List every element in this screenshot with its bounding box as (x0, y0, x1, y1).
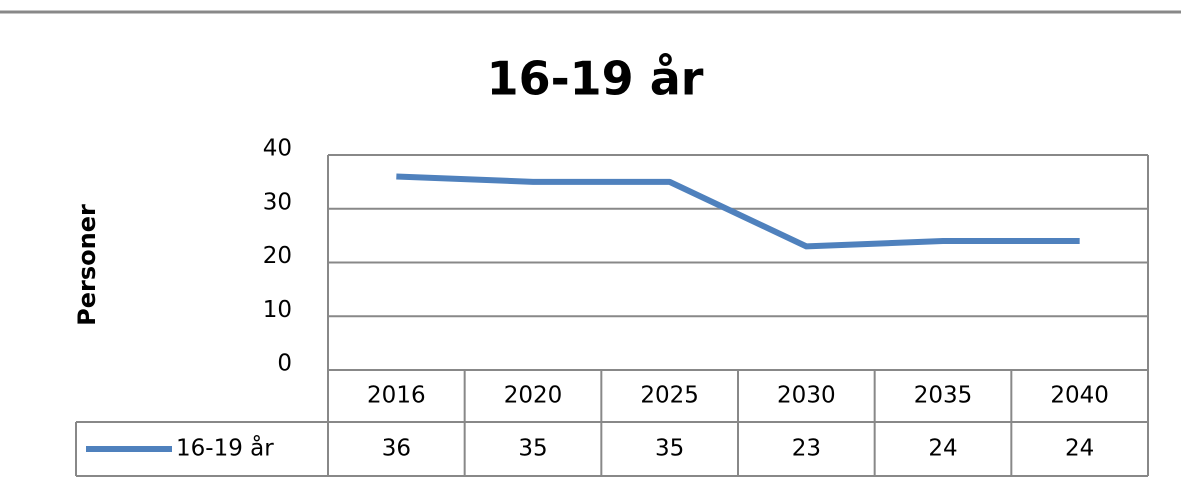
x-tick-label: 2030 (777, 383, 836, 409)
series-line (396, 173, 1080, 250)
x-tick-label: 2040 (1050, 383, 1109, 409)
chart-title: 16-19 år (487, 52, 704, 106)
y-tick-label: 30 (263, 189, 292, 215)
table-value: 35 (655, 436, 684, 462)
y-tick-label: 20 (263, 243, 292, 269)
y-tick-label: 10 (263, 297, 292, 323)
x-tick-label: 2025 (640, 383, 699, 409)
table-value: 24 (928, 436, 957, 462)
table-value: 35 (518, 436, 547, 462)
x-tick-label: 2016 (367, 383, 426, 409)
y-tick-label: 40 (263, 136, 292, 162)
y-axis-label: Personer (73, 204, 101, 326)
table-value: 23 (792, 436, 821, 462)
table-value: 24 (1065, 436, 1094, 462)
legend-label: 16-19 år (176, 434, 274, 462)
x-tick-label: 2035 (914, 383, 973, 409)
table-value: 36 (382, 436, 411, 462)
x-tick-label: 2020 (504, 383, 563, 409)
y-tick-label: 0 (277, 351, 292, 377)
